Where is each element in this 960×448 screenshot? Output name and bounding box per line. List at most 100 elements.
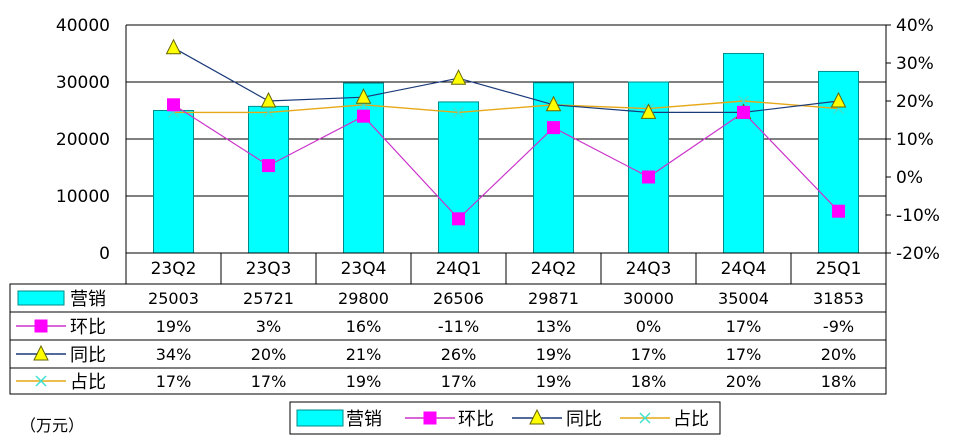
table-row-name: 环比: [70, 317, 106, 338]
qoq-point: [357, 109, 370, 123]
data-label: 30000: [623, 289, 674, 308]
table-key-share-marker: [35, 375, 47, 387]
data-label: 21%: [346, 345, 382, 364]
y-tick-label: 20000: [56, 130, 110, 150]
bar-series: [153, 52, 859, 254]
qoq-point: [547, 121, 560, 135]
data-label: 20%: [726, 372, 762, 391]
line-series: [165, 38, 847, 226]
data-label: 17%: [441, 372, 477, 391]
data-label: 19%: [346, 372, 382, 391]
x-tick-label: 23Q3: [246, 259, 292, 279]
data-label: 29800: [338, 289, 389, 308]
y-tick-label: 0: [99, 244, 110, 264]
x-tick-label: 24Q1: [436, 259, 482, 279]
y2-tick-label: 20%: [896, 92, 934, 112]
data-label: 3%: [256, 317, 281, 336]
data-label: 20%: [821, 345, 857, 364]
data-label: 34%: [156, 345, 192, 364]
y2-tick-label: 10%: [896, 130, 934, 150]
data-label: 13%: [536, 317, 572, 336]
data-label: 18%: [631, 372, 667, 391]
data-label: 31853: [813, 289, 864, 308]
legend-key-share-marker: [639, 412, 651, 424]
axes: 0 10000 20000 30000 40000 -20% -10% 0% 10% 20% 30%…: [56, 16, 940, 264]
x-tick-label: 24Q2: [531, 259, 577, 279]
qoq-point: [832, 204, 845, 218]
yoy-point: [545, 95, 562, 112]
data-label: 20%: [251, 345, 287, 364]
table-key-bar: [17, 290, 65, 306]
qoq-point: [452, 212, 465, 226]
table-row: [9, 367, 887, 395]
share-line: [173, 100, 839, 114]
unit-label: （万元）: [20, 416, 84, 435]
table-key-yoy-marker: [33, 344, 49, 361]
data-label: 18%: [821, 372, 857, 391]
data-label: 17%: [251, 372, 287, 391]
yoy-point: [355, 88, 372, 104]
data-label: 0%: [636, 317, 661, 336]
share-point: [452, 106, 465, 118]
y2-tick-label: 30%: [896, 54, 934, 74]
bar: [438, 101, 479, 254]
bar: [153, 109, 194, 254]
yoy-point: [450, 69, 467, 85]
x-tick-label: 23Q4: [341, 259, 387, 279]
data-label: 35004: [718, 289, 769, 308]
y2-tick-label: 40%: [896, 16, 934, 36]
data-label: 26%: [441, 345, 477, 364]
legend-key-qoq-marker: [423, 411, 437, 425]
table-row-name: 占比: [70, 372, 106, 393]
x-tick-label: 24Q4: [721, 259, 767, 279]
yoy-point: [260, 91, 277, 108]
qoq-point: [167, 98, 180, 112]
yoy-point: [165, 38, 182, 55]
y-tick-label: 10000: [56, 187, 110, 207]
y2-tick-label: -10%: [896, 206, 940, 226]
share-point: [262, 106, 275, 118]
y-tick-label: 30000: [56, 73, 110, 93]
y-tick-label: 40000: [56, 16, 110, 36]
data-label: 17%: [726, 345, 762, 364]
legend: 营销 环比 同比 占比: [289, 401, 721, 435]
x-tick-label: 25Q1: [816, 259, 862, 279]
data-label: -11%: [438, 317, 479, 336]
gridlines: [126, 24, 886, 254]
legend-label: 环比: [458, 409, 494, 430]
y2-tick-label: -20%: [896, 244, 940, 264]
yoy-line: [173, 47, 839, 114]
bar: [343, 82, 384, 254]
y2-tick-label: 0%: [896, 168, 923, 188]
data-label: 19%: [156, 317, 192, 336]
legend-key-bar: [296, 409, 344, 427]
x-tick-label: 24Q3: [626, 259, 672, 279]
legend-label: 占比: [673, 409, 709, 430]
data-label: 19%: [536, 372, 572, 391]
data-label: 17%: [631, 345, 667, 364]
legend-label: 营销: [346, 409, 382, 430]
data-table: 23Q2 23Q3 23Q4 24Q1 24Q2 24Q3 24Q4 25Q1 营销 25003 2…: [9, 252, 887, 395]
data-label: 25003: [148, 289, 199, 308]
table-row-name: 同比: [70, 345, 106, 366]
yoy-point: [640, 103, 657, 119]
data-label: 29871: [528, 289, 579, 308]
data-label: 25721: [243, 289, 294, 308]
data-label: 17%: [156, 372, 192, 391]
share-point: [737, 95, 750, 107]
data-label: -9%: [823, 317, 854, 336]
data-label: 19%: [536, 345, 572, 364]
bar: [723, 52, 764, 254]
yoy-point: [830, 91, 847, 108]
data-label: 16%: [346, 317, 382, 336]
legend-key-yoy-marker: [529, 408, 545, 425]
bar: [248, 105, 289, 254]
legend-label: 同比: [566, 409, 602, 430]
table-key-qoq-marker: [34, 319, 48, 333]
table-row-name: 营销: [70, 289, 106, 310]
data-label: 26506: [433, 289, 484, 308]
x-tick-label: 23Q2: [151, 259, 197, 279]
qoq-point: [642, 170, 655, 184]
qoq-point: [737, 105, 750, 119]
